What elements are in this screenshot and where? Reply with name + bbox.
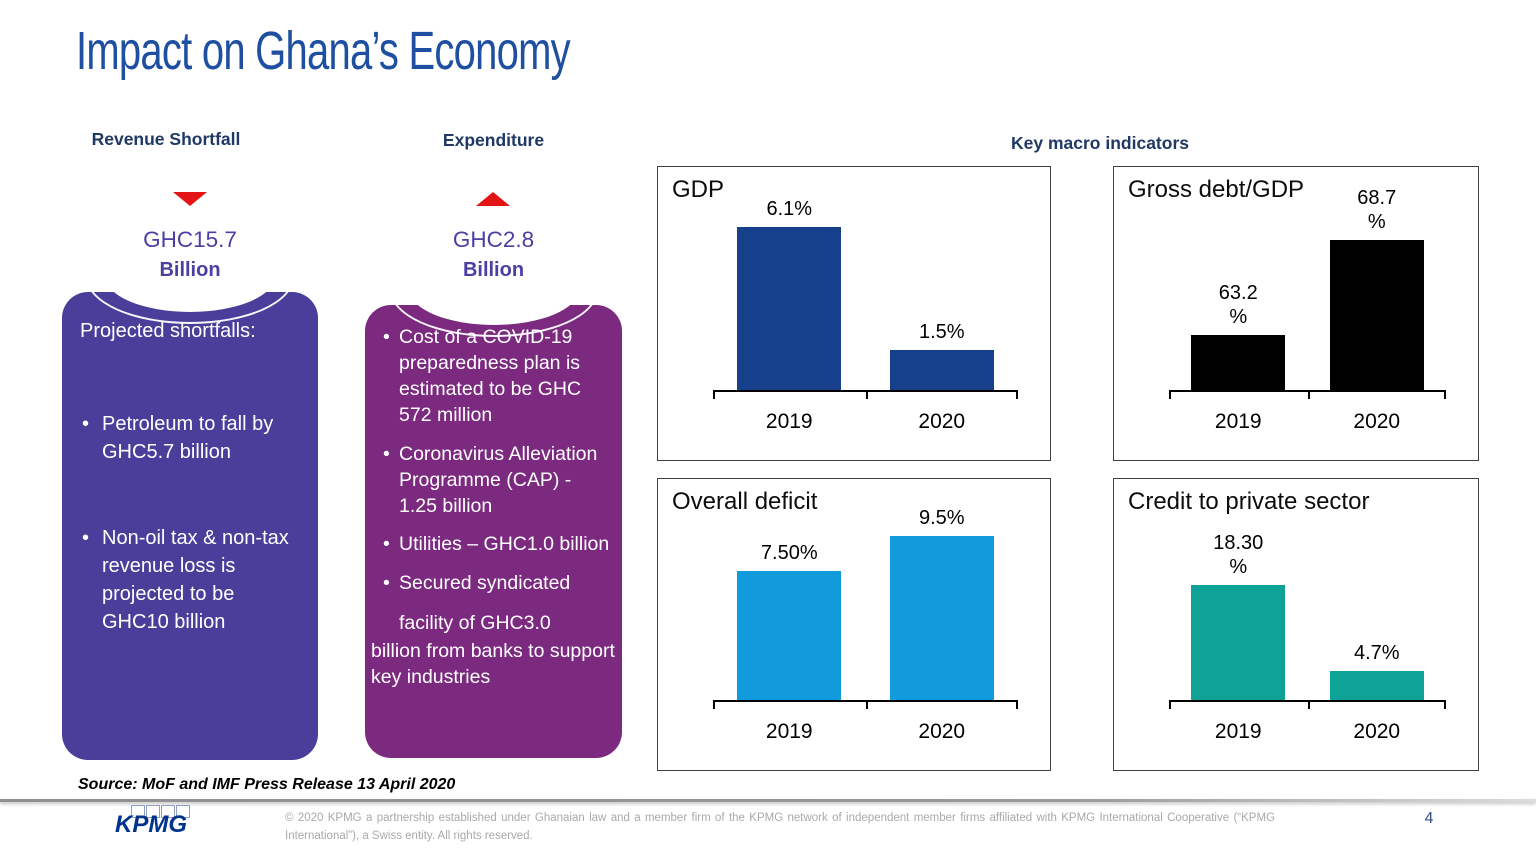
bar-group-2020: 9.5%	[866, 487, 1019, 700]
source-note: Source: MoF and IMF Press Release 13 Apr…	[78, 776, 456, 793]
key-macro-indicators-header: Key macro indicators	[1011, 133, 1189, 153]
expenditure-amount: GHC2.8	[452, 227, 535, 252]
x-tick-label: 2020	[1353, 410, 1401, 433]
revenue-unit: Billion	[159, 259, 221, 281]
axis-tick	[1444, 700, 1446, 709]
list-item: Utilities – GHC1.0 billion	[383, 532, 612, 558]
x-tick-label: 2019	[1214, 410, 1262, 433]
bar-2020	[1329, 670, 1424, 700]
bar-value-label: 4.7%	[1353, 641, 1400, 664]
axis-tick	[865, 390, 868, 399]
axis-tick	[865, 700, 868, 709]
chart-title: Gross debt/GDP	[1128, 176, 1305, 203]
x-tick-label: 2020	[918, 720, 966, 743]
bar-2020	[889, 536, 994, 700]
bar-2019	[1191, 334, 1286, 390]
axis-tick	[1169, 700, 1171, 709]
notch-decoration	[105, 292, 275, 312]
bar-group-2019: 63.2 %	[1169, 177, 1308, 390]
axis-tick	[1016, 390, 1018, 399]
list-item: Cost of a COVID-19 preparedness plan is …	[383, 325, 612, 429]
bar-group-2019: 7.50%	[713, 487, 866, 700]
plot-area: 63.2 % 68.7 %	[1169, 177, 1447, 399]
page-number: 4	[1424, 810, 1434, 827]
bar-value-label: 7.50%	[760, 541, 818, 564]
axis-tick	[1307, 700, 1310, 709]
arrow-up-icon	[476, 192, 510, 206]
bar-group-2020: 4.7%	[1308, 487, 1447, 700]
x-tick-label: 2019	[765, 410, 813, 433]
chart-credit-to-private-sector: Credit to private sector 18.30 % 4.7% 2019 2…	[1113, 478, 1479, 771]
x-tick-label: 2020	[1353, 720, 1401, 743]
chart-gdp: GDP 6.1% 1.5% 2019 2020	[657, 166, 1051, 461]
list-item: Coronavirus Alleviation Programme (CAP) …	[383, 442, 612, 520]
list-item: Petroleum to fall by GHC5.7 billion	[82, 410, 304, 466]
page-title: Impact on Ghana’s Economy	[76, 21, 571, 81]
list-item: Non-oil tax & non-tax revenue loss is pr…	[82, 524, 304, 636]
axis-tick	[1169, 390, 1171, 399]
revenue-shortfall-header: Revenue Shortfall	[91, 129, 241, 149]
list-item: Secured syndicated	[383, 571, 612, 597]
revenue-box-heading: Projected shortfalls:	[80, 320, 256, 342]
footer-divider	[0, 799, 1536, 802]
bar-group-2020: 68.7 %	[1308, 177, 1447, 390]
expenditure-bullet-continuation: facility of GHC3.0	[399, 612, 551, 635]
bar-value-label: 18.30 %	[1213, 532, 1264, 579]
bar-group-2019: 6.1%	[713, 177, 866, 390]
chart-title: Credit to private sector	[1128, 488, 1370, 515]
kpmg-logo-text: KPMG	[115, 811, 187, 838]
bar-2020	[1329, 239, 1424, 390]
bar-value-label: 68.7 %	[1357, 186, 1397, 233]
bar-value-label: 6.1%	[766, 198, 813, 221]
axis-tick	[1016, 700, 1018, 709]
x-tick-label: 2019	[765, 720, 813, 743]
notch-decoration	[408, 305, 579, 325]
x-axis-labels: 2019 2020	[713, 410, 1018, 434]
bar-value-label: 9.5%	[918, 507, 965, 530]
revenue-shortfall-box: Projected shortfalls: Petroleum to fall …	[62, 292, 318, 760]
expenditure-header: Expenditure	[442, 130, 545, 150]
axis-tick	[713, 700, 715, 709]
expenditure-box: Cost of a COVID-19 preparedness plan is …	[365, 305, 622, 758]
chart-overall-deficit: Overall deficit 7.50% 9.5% 2019 2020	[657, 478, 1051, 771]
x-tick-label: 2019	[1214, 720, 1262, 743]
plot-area: 6.1% 1.5%	[713, 177, 1019, 399]
x-axis-labels: 2019 2020	[1169, 720, 1446, 744]
x-axis-labels: 2019 2020	[1169, 410, 1446, 434]
revenue-amount: GHC15.7	[143, 227, 237, 252]
bar-2019	[737, 570, 842, 700]
bar-2019	[1191, 585, 1286, 700]
kpmg-logo: KPMG	[115, 805, 205, 839]
expenditure-bullet-list: Cost of a COVID-19 preparedness plan is …	[365, 325, 622, 597]
bar-value-label: 1.5%	[918, 320, 965, 343]
bar-value-label: 63.2 %	[1218, 281, 1258, 328]
bar-2020	[889, 349, 994, 390]
axis-tick	[713, 390, 715, 399]
plot-area: 18.30 % 4.7%	[1169, 487, 1447, 709]
kpmg-logo-squares	[131, 805, 190, 818]
axis-tick	[1307, 390, 1310, 399]
x-axis-labels: 2019 2020	[713, 720, 1018, 744]
expenditure-bullet-continuation: billion from banks to support key indust…	[371, 640, 615, 689]
chart-title: Overall deficit	[672, 488, 818, 515]
arrow-down-icon	[173, 192, 207, 206]
bar-2019	[737, 227, 842, 390]
chart-gross-debt-gdp: Gross debt/GDP 63.2 % 68.7 % 2019 2020	[1113, 166, 1479, 461]
axis-tick	[1444, 390, 1446, 399]
chart-title: GDP	[672, 176, 725, 203]
copyright-text: © 2020 KPMG a partnership established un…	[285, 812, 1275, 842]
expenditure-unit: Billion	[462, 259, 525, 281]
plot-area: 7.50% 9.5%	[713, 487, 1019, 709]
x-tick-label: 2020	[918, 410, 966, 433]
revenue-bullet-list: Petroleum to fall by GHC5.7 billion Non-…	[62, 410, 318, 636]
bar-group-2019: 18.30 %	[1169, 487, 1308, 700]
bar-group-2020: 1.5%	[866, 177, 1019, 390]
